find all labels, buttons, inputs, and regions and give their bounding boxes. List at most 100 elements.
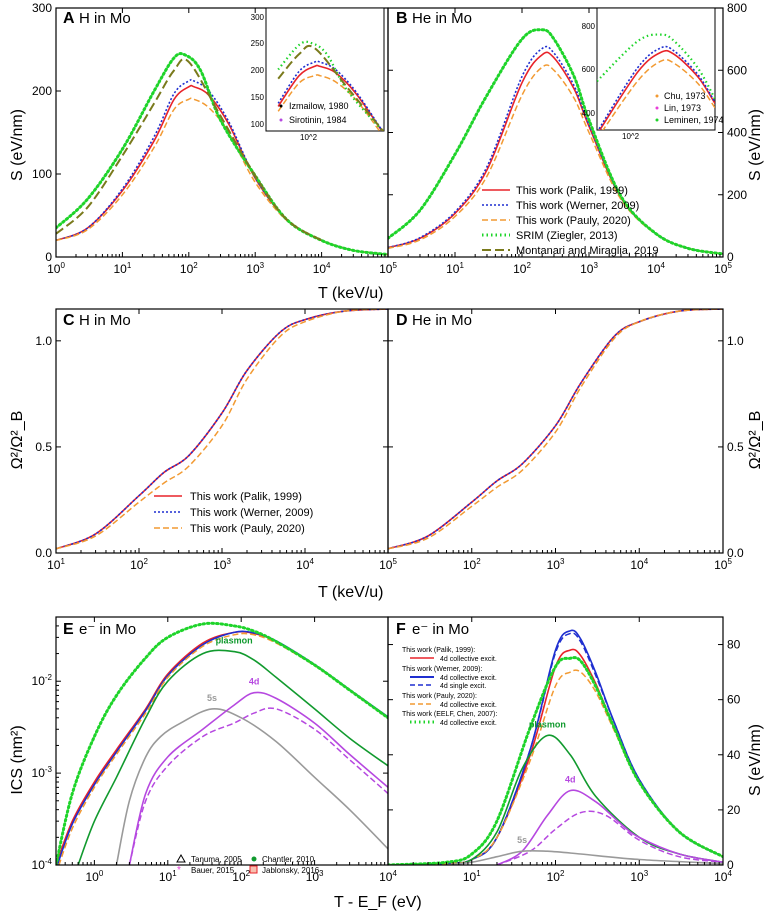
panel-d-series (388, 309, 723, 550)
inset-a: 300 250 200 150 100 10^2 Izmailow, 1980 … (251, 7, 385, 142)
legend-sirotinin: Sirotinin, 1984 (289, 115, 347, 125)
panel-b-xtick-3: 103 (580, 261, 598, 276)
panel-c-series (56, 309, 388, 550)
panel-a-line-srim-ziegler-2013- (56, 52, 388, 256)
panel-f-ytick-0: 0 (727, 858, 734, 872)
panel-a-xtick-0: 100 (47, 261, 65, 276)
ylabel-b: S (eV/nm) (747, 109, 764, 181)
panel-d-ytick-2: 1.0 (727, 334, 744, 348)
panel-b-xtick-2: 102 (513, 261, 531, 276)
panel-e-ytick-1: 10-3 (32, 765, 53, 780)
inset-b-series (597, 33, 715, 130)
panel-e-xtick-4: 104 (379, 869, 397, 884)
panel-e-ytick-2: 10-2 (32, 673, 53, 688)
legend-e: Tanuma, 2005 Chantler, 2010 * Bauer, 201… (176, 853, 320, 876)
inset-b-ytick-800: 800 (582, 22, 596, 31)
panel-a-line-montanari-and-miraglia-2019 (56, 58, 323, 242)
panel-c-ytick-1: 0.5 (35, 440, 52, 454)
inset-a-xtick: 10^2 (300, 133, 318, 142)
panel-d-xtick-3: 104 (630, 557, 648, 572)
panel-f-axes: 0 20 40 60 80 101 102 103 104 (387, 616, 741, 884)
panel-letter-d: D (396, 312, 408, 329)
series-layer: plasmon 5s 4d plasmon 4d 5s (56, 28, 723, 865)
panel-e-line-4d (128, 691, 388, 865)
inset-a-ytick-200: 200 (251, 66, 265, 75)
inset-b-lines-line-2 (602, 58, 715, 130)
panel-letter-b: B (396, 10, 408, 27)
panel-title-f: e⁻ in Mo (412, 621, 469, 638)
legend-f-h4: This work (EELF, Chen, 2007): (402, 711, 497, 718)
legend-f-h1: This work (Palik, 1999): (402, 647, 475, 654)
panel-b-xtick-5: 105 (714, 261, 732, 276)
panel-f-series: plasmon 4d 5s (388, 629, 723, 865)
legend-f-i5: 4d collective excit. (440, 720, 497, 727)
panel-f-line-plasmon (446, 734, 723, 865)
inset-a-ytick-150: 150 (251, 93, 265, 102)
panel-f-label-5s: 5s (517, 835, 527, 845)
panel-b-xtick-4: 104 (647, 261, 665, 276)
panel-a-ytick-3: 300 (32, 1, 52, 15)
panel-title-e: e⁻ in Mo (79, 621, 136, 638)
panel-a-ytick-1: 100 (32, 167, 52, 181)
inset-b-frame (596, 7, 716, 131)
ylabel-e: ICS (nm²) (9, 725, 26, 794)
legend-izmailow: Izmailow, 1980 (289, 101, 349, 111)
ylabel-c: Ω²/Ω²_B (9, 411, 26, 470)
panel-c-xtick-1: 102 (130, 557, 148, 572)
panel-a-ytick-0: 0 (45, 250, 52, 264)
panel-a-xtick-1: 101 (113, 261, 131, 276)
legend-f-h3: This work (Pauly, 2020): (402, 693, 477, 700)
panel-b-series (388, 28, 723, 256)
panel-e-xtick-0: 100 (85, 869, 103, 884)
panel-e-ytick-0: 10-4 (32, 857, 53, 872)
panel-a-series (56, 52, 388, 256)
panel-letter-e: E (63, 621, 74, 638)
panel-f-label-4d: 4d (565, 775, 576, 785)
legend-leminen: Leminen, 1974 (664, 115, 724, 125)
panel-a-xtick-4: 104 (313, 261, 331, 276)
legend-e-marker-chantler (251, 856, 257, 862)
legend-b-srim: SRIM (Ziegler, 2013) (516, 230, 617, 242)
inset-a-lines-line-4 (277, 44, 384, 131)
panel-e-line-srim-like-eelf-chen- (56, 621, 388, 865)
panel-c-line-this-work-werner-2009- (56, 309, 388, 550)
panel-e-line-4d-pauly- (128, 707, 388, 865)
panel-c-line-this-work-pauly-2020- (56, 309, 388, 550)
panel-e-label-4d: 4d (249, 677, 260, 687)
legend-marker-lin (655, 106, 659, 110)
panel-c-ytick-0: 0.0 (35, 546, 52, 560)
inset-a-ytick-250: 250 (251, 39, 265, 48)
panel-e-series: plasmon 5s 4d (56, 621, 388, 865)
inset-b-ytick-400: 400 (582, 109, 596, 118)
inset-b: 800 600 400 10^2 Chu, 1973 Lin, 1973 Lem… (582, 7, 724, 141)
panel-b-axes: 0 200 400 600 800 101 102 103 104 105 (387, 1, 747, 276)
panel-letter-f: F (396, 621, 406, 638)
legend-b-palik: This work (Palik, 1999) (516, 185, 628, 197)
panel-d-line-this-work-werner-2009- (388, 309, 723, 550)
panel-titles: A H in Mo B He in Mo C H in Mo D He in M… (63, 10, 472, 638)
panel-title-c: H in Mo (79, 312, 131, 329)
panel-a-ytick-2: 200 (32, 84, 52, 98)
panel-b-line-srim-ziegler-2013- (388, 28, 723, 256)
legend-c-palik: This work (Palik, 1999) (190, 491, 302, 503)
panel-f-xtick-4: 104 (714, 869, 732, 884)
panel-a-xtick-2: 102 (180, 261, 198, 276)
panel-a-xtick-5: 105 (379, 261, 397, 276)
panel-a-xtick-3: 103 (246, 261, 264, 276)
panel-e-frame (55, 616, 389, 866)
panel-c-xtick-0: 101 (47, 557, 65, 572)
legend-e-marker-bauer: * (177, 865, 181, 876)
panel-f-ytick-3: 60 (727, 693, 741, 707)
panel-f-xtick-3: 103 (630, 869, 648, 884)
panel-f-ytick-4: 80 (727, 638, 741, 652)
legend-b-montanari: Montanari and Miraglia, 2019 (516, 245, 658, 257)
legend-c-werner: This work (Werner, 2009) (190, 507, 313, 519)
legend-e-tanuma: Tanuma, 2005 (191, 855, 242, 864)
legend-f-i1: 4d collective excit. (440, 656, 497, 663)
panel-f-ytick-2: 40 (727, 748, 741, 762)
inset-b-ytick-600: 600 (582, 65, 596, 74)
inset-a-lines-line-2 (277, 74, 381, 131)
legend-c: This work (Palik, 1999) This work (Werne… (154, 491, 313, 535)
panel-b-xtick-1: 101 (446, 261, 464, 276)
